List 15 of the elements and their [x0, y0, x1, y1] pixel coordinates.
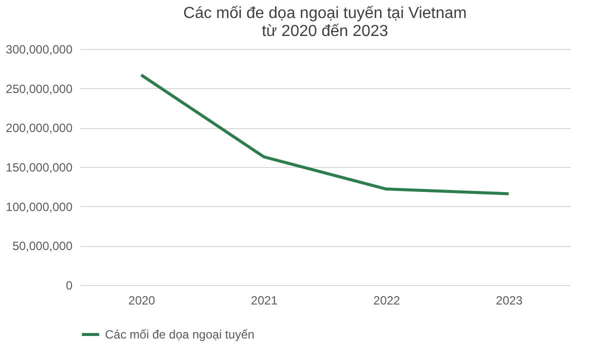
y-tick-label: 300,000,000 — [6, 42, 73, 56]
line-series — [140, 73, 510, 196]
y-tick-label: 100,000,000 — [6, 200, 73, 214]
y-tick-label: 50,000,000 — [12, 239, 73, 254]
x-tick-label: 2023 — [496, 294, 523, 308]
y-tick-label: 250,000,000 — [6, 82, 73, 96]
y-tick-label: 0 — [66, 278, 73, 292]
x-tick-label: 2020 — [128, 294, 156, 308]
x-tick-label: 2021 — [250, 294, 278, 308]
y-tick-label: 200,000,000 — [6, 121, 73, 136]
legend-label: Các mối đe dọa ngoại tuyến — [105, 328, 254, 342]
y-tick-label: 150,000,000 — [6, 160, 73, 174]
text: Các mối đe dọa ngoại tuyến tại Vietnam — [183, 5, 467, 22]
x-tick-label: 2022 — [373, 294, 400, 308]
text: từ 2020 đến 2023 — [262, 23, 388, 40]
